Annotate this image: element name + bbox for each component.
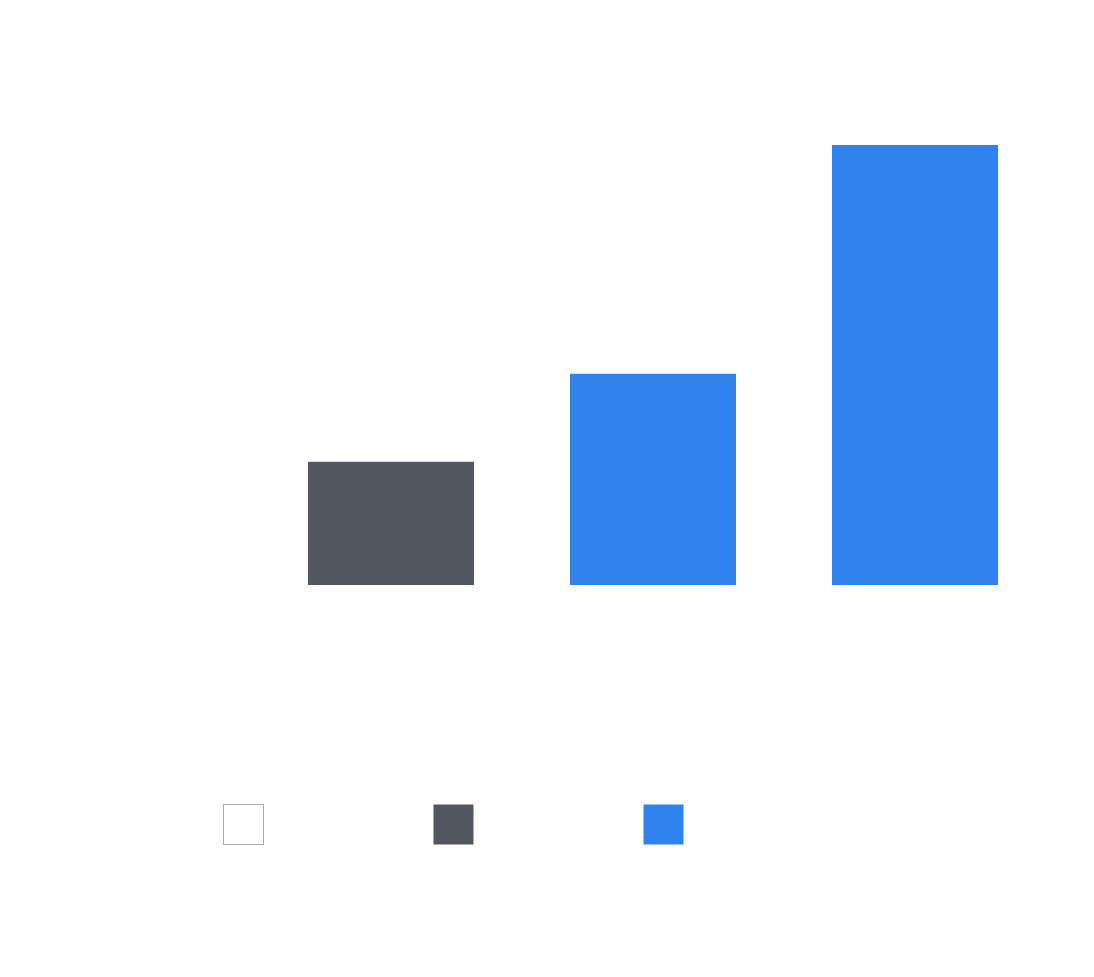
legend-swatch-2 (433, 804, 474, 845)
legend-swatch-1 (223, 804, 264, 845)
legend-item-2 (433, 804, 474, 845)
bar-2 (570, 373, 736, 585)
bar-1 (308, 461, 474, 585)
bars-group (308, 145, 998, 585)
legend-item-1 (223, 804, 264, 845)
legend-item-3 (643, 804, 684, 845)
bar-3 (832, 145, 998, 585)
legend-swatch-3 (643, 804, 684, 845)
legend (223, 804, 684, 845)
